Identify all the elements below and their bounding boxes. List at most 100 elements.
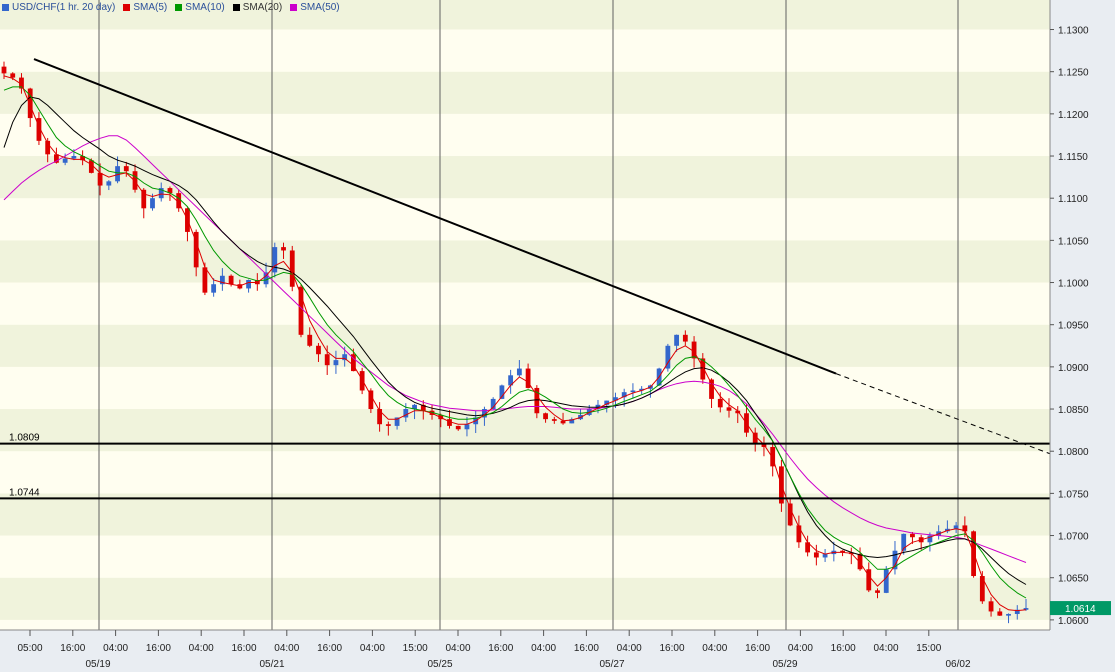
y-axis-panel: [1050, 0, 1115, 672]
candle-body: [1023, 608, 1029, 610]
candle-body: [639, 388, 645, 391]
band: [0, 577, 1050, 620]
sma10-line: [3, 86, 1027, 599]
band: [0, 240, 1050, 283]
x-tick-label: 04:00: [189, 643, 214, 654]
candle-body: [420, 404, 426, 411]
candle-body: [88, 160, 94, 173]
y-tick-label: 1.1300: [1058, 26, 1089, 37]
candle-body: [953, 525, 959, 529]
candle-body: [665, 345, 671, 369]
candle-body: [368, 390, 374, 410]
sma5-line: [3, 75, 1027, 612]
candle-body: [499, 385, 505, 399]
candle-body: [883, 569, 889, 593]
y-tick-label: 1.0900: [1058, 363, 1089, 374]
x-tick-label: 16:00: [317, 643, 342, 654]
x-tick-label: 15:00: [916, 643, 941, 654]
y-tick-label: 1.0850: [1058, 405, 1089, 416]
candle-body: [674, 334, 680, 346]
y-tick-label: 1.0800: [1058, 447, 1089, 458]
candle-body: [1, 66, 7, 74]
candle-body: [857, 554, 863, 570]
legend-item: SMA(20): [232, 2, 282, 13]
candle-body: [359, 371, 365, 391]
candle-body: [822, 554, 828, 558]
y-tick-label: 1.1050: [1058, 236, 1089, 247]
downtrend-line: [33, 58, 837, 375]
x-tick-label: 16:00: [659, 643, 684, 654]
candle-body: [927, 535, 933, 543]
x-tick-label: 16:00: [60, 643, 85, 654]
candle-body: [997, 611, 1003, 616]
candle-body: [621, 392, 627, 398]
legend-label: USD/CHF(1 hr. 20 day): [12, 2, 116, 13]
legend-swatch: [175, 4, 183, 11]
candle-body: [394, 417, 400, 426]
sma50-line: [3, 135, 1027, 563]
candle-body: [115, 166, 120, 182]
x-tick-label: 04:00: [445, 643, 470, 654]
candle-body: [385, 424, 391, 426]
band: [0, 29, 1050, 72]
candle-body: [281, 247, 286, 251]
candle-body: [412, 404, 417, 410]
candle-body: [123, 166, 129, 172]
candle-body: [342, 354, 348, 361]
band: [0, 451, 1050, 494]
candle-body: [54, 154, 59, 163]
candle-body: [962, 525, 968, 532]
band: [0, 409, 1050, 452]
candle-body: [298, 286, 304, 335]
last-price-tag: [1050, 601, 1111, 616]
candle-body: [150, 198, 155, 209]
candle-body: [735, 410, 741, 414]
x-tick-label: 04:00: [873, 643, 898, 654]
candle-body: [193, 231, 199, 268]
x-tick-label: 04:00: [274, 643, 299, 654]
legend-label: SMA(5): [133, 2, 168, 13]
candle-body: [551, 419, 557, 421]
candle-body: [350, 354, 356, 372]
candle-body: [211, 284, 217, 293]
x-tick-label: 16:00: [231, 643, 256, 654]
x-tick-label: 04:00: [788, 643, 813, 654]
y-tick-label: 1.0750: [1058, 489, 1089, 500]
last-price-label: 1.0614: [1065, 604, 1096, 615]
candle-body: [464, 424, 470, 430]
candle-body: [892, 550, 898, 570]
candle-body: [910, 533, 915, 538]
candle-body: [901, 533, 907, 551]
legend-swatch: [123, 4, 131, 11]
date-label: 05/29: [772, 659, 797, 670]
x-tick-label: 16:00: [831, 643, 856, 654]
date-label: 05/21: [259, 659, 284, 670]
candle-body: [560, 420, 566, 424]
candle-body: [307, 334, 313, 346]
legend-swatch: [290, 4, 298, 11]
candle-body: [866, 569, 872, 591]
candle-body: [787, 503, 793, 526]
legend-item: SMA(10): [175, 2, 225, 13]
candle-body: [132, 171, 138, 190]
candle-body: [27, 88, 33, 119]
date-label: 05/27: [599, 659, 624, 670]
x-tick-label: 04:00: [531, 643, 556, 654]
date-label: 05/19: [85, 659, 110, 670]
candle-body: [158, 188, 164, 199]
x-tick-label: 16:00: [146, 643, 171, 654]
candle-body: [770, 446, 776, 467]
candle-body: [19, 77, 24, 89]
date-label: 05/25: [427, 659, 452, 670]
y-tick-label: 1.1000: [1058, 279, 1089, 290]
candle-body: [508, 375, 514, 386]
y-tick-label: 1.1250: [1058, 68, 1089, 79]
candle-body: [97, 172, 103, 186]
band: [0, 71, 1050, 114]
candle-body: [717, 398, 723, 408]
candle-body: [525, 368, 531, 388]
candle-body: [455, 425, 461, 430]
x-tick-label: 04:00: [103, 643, 128, 654]
